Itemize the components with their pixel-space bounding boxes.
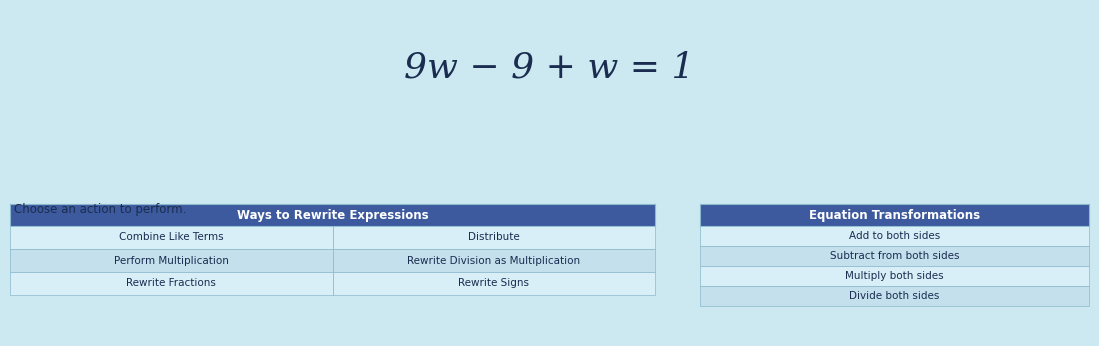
FancyBboxPatch shape [700, 266, 1089, 286]
Text: Equation Transformations: Equation Transformations [809, 209, 980, 221]
Text: Add to both sides: Add to both sides [848, 231, 940, 241]
FancyBboxPatch shape [333, 272, 655, 295]
Text: Rewrite Signs: Rewrite Signs [458, 279, 530, 289]
FancyBboxPatch shape [700, 204, 1089, 226]
FancyBboxPatch shape [700, 226, 1089, 246]
FancyBboxPatch shape [700, 286, 1089, 306]
FancyBboxPatch shape [333, 249, 655, 272]
FancyBboxPatch shape [333, 226, 655, 249]
Text: Rewrite Division as Multiplication: Rewrite Division as Multiplication [408, 255, 580, 265]
Text: Ways to Rewrite Expressions: Ways to Rewrite Expressions [236, 209, 429, 221]
Text: Multiply both sides: Multiply both sides [845, 271, 944, 281]
FancyBboxPatch shape [10, 272, 333, 295]
Text: Perform Multiplication: Perform Multiplication [114, 255, 229, 265]
FancyBboxPatch shape [10, 226, 333, 249]
FancyBboxPatch shape [700, 246, 1089, 266]
Text: Choose an action to perform.: Choose an action to perform. [14, 203, 187, 217]
Text: Distribute: Distribute [468, 233, 520, 243]
FancyBboxPatch shape [10, 204, 655, 226]
Text: Subtract from both sides: Subtract from both sides [830, 251, 959, 261]
Text: 9w − 9 + w = 1: 9w − 9 + w = 1 [404, 51, 695, 85]
FancyBboxPatch shape [10, 249, 333, 272]
Text: Rewrite Fractions: Rewrite Fractions [126, 279, 217, 289]
Text: Combine Like Terms: Combine Like Terms [119, 233, 223, 243]
Text: Divide both sides: Divide both sides [850, 291, 940, 301]
